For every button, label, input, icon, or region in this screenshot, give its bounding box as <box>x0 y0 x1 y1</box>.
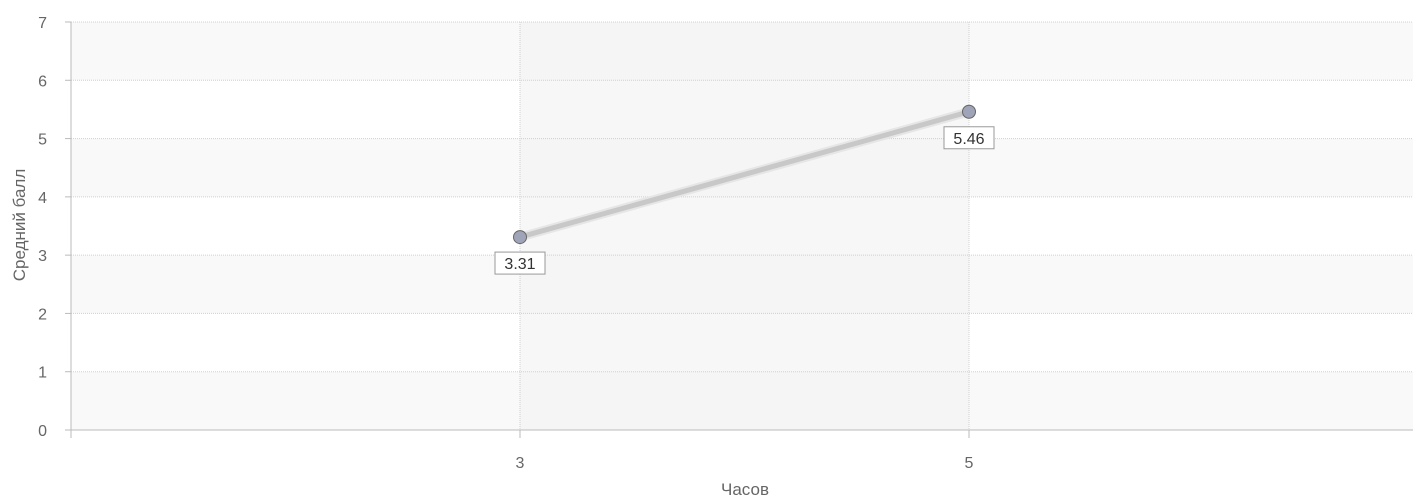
plot-bands <box>71 22 1413 430</box>
y-tick-label: 4 <box>38 190 47 207</box>
y-tick-label: 6 <box>38 73 47 90</box>
data-label-box <box>943 126 995 150</box>
y-tick-label: 1 <box>38 365 47 382</box>
data-label-box <box>494 251 546 275</box>
axes <box>70 22 1413 431</box>
series-layer: 3.31 5.46 <box>494 104 995 275</box>
highlight-column <box>520 22 969 430</box>
x-tick-label: 3 <box>516 455 525 472</box>
y-tick-label: 3 <box>38 248 47 265</box>
data-label: 3.31 <box>504 256 535 273</box>
x-axis-title: Часов <box>721 480 769 498</box>
y-tick-label: 7 <box>38 15 47 32</box>
x-tick-label: 5 <box>965 455 974 472</box>
y-axis-title: Средний балл <box>10 169 29 281</box>
y-tick-label: 5 <box>38 132 47 149</box>
y-axis-ticks: 0 1 2 3 4 5 6 7 <box>38 15 71 440</box>
y-tick-label: 2 <box>38 306 47 323</box>
data-label: 5.46 <box>953 131 984 148</box>
data-point <box>513 230 527 245</box>
series-line <box>517 109 972 240</box>
y-tick-label: 0 <box>38 423 47 440</box>
data-point <box>962 104 976 119</box>
